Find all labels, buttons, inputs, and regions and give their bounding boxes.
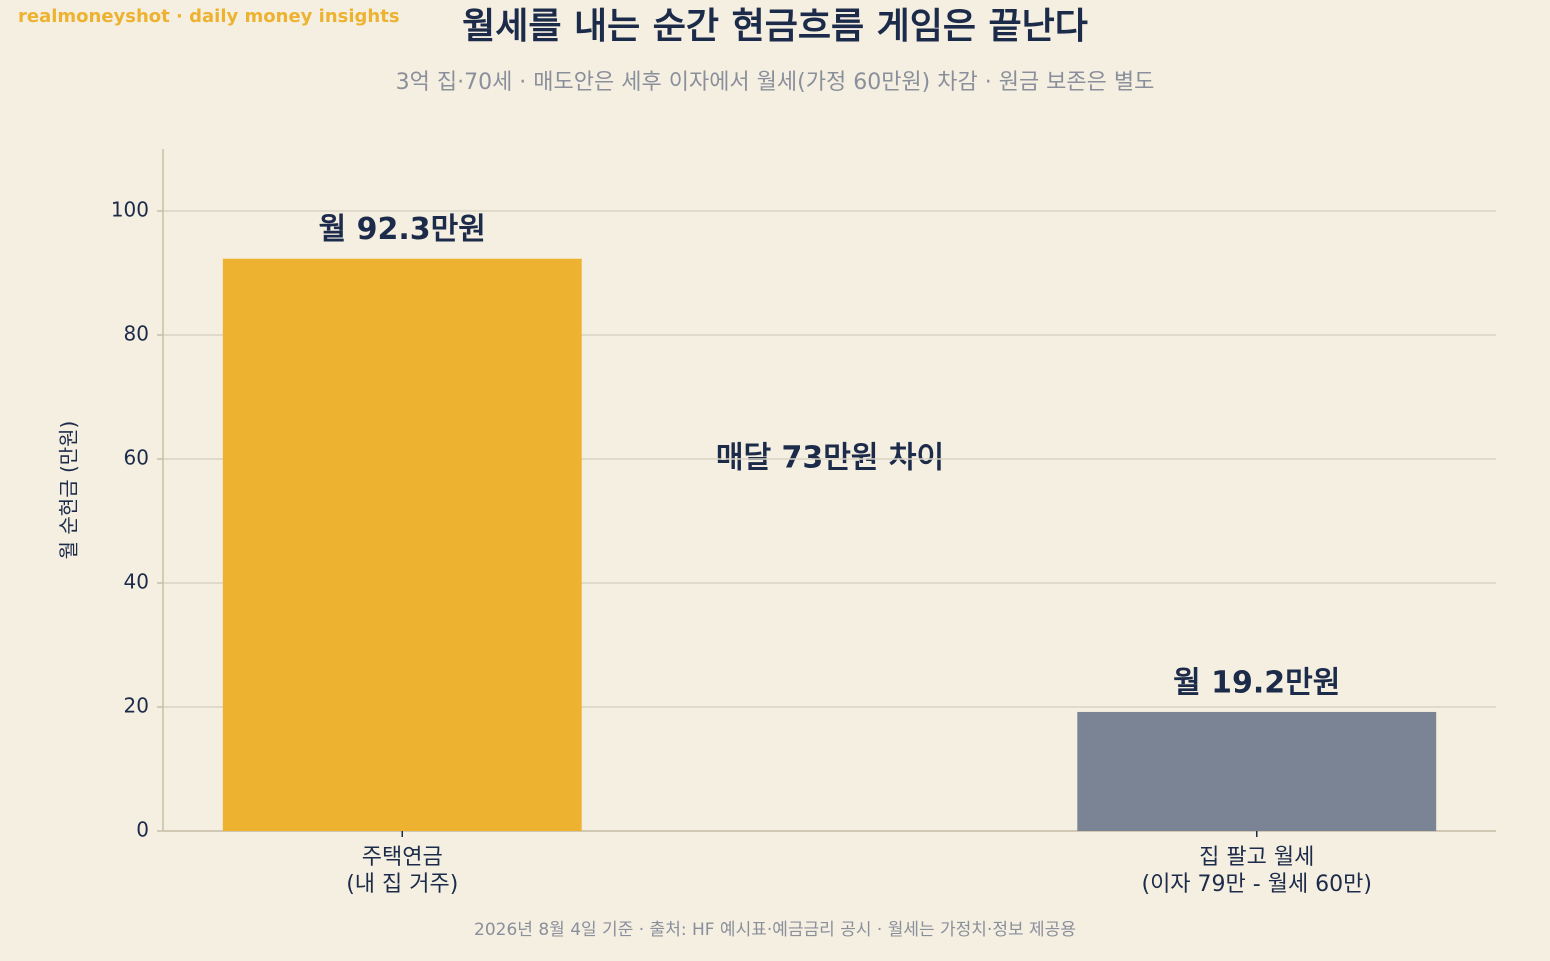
brand: realmoneyshot · daily money insights (18, 6, 400, 27)
y-tick-label: 20 (124, 694, 149, 718)
y-tick-label: 80 (124, 322, 149, 346)
y-tick-label: 40 (124, 570, 149, 594)
x-tick-label: 집 팔고 월세 (이자 79만 - 월세 60만) (1141, 845, 1372, 897)
footer: 2026년 8월 4일 기준 · 출처: HF 예시표·예금금리 공시 · 월세… (474, 920, 1076, 940)
value-label: 월 19.2만원 (1173, 665, 1340, 700)
y-axis-label: 월 순현금 (만원) (57, 421, 81, 560)
x-tick-label: 주택연금 (내 집 거주) (346, 845, 458, 897)
chart-subtitle: 3억 집·70세 · 매도안은 세후 이자에서 월세(가정 60만원) 차감 ·… (396, 70, 1155, 95)
annotation: 매달 73만원 차이 (716, 441, 944, 476)
value-label: 월 92.3만원 (319, 212, 486, 247)
y-tick-label: 100 (111, 198, 149, 222)
y-tick-label: 0 (136, 818, 149, 842)
y-tick-label: 60 (124, 446, 149, 470)
chart-title: 월세를 내는 순간 현금흐름 게임은 끝난다 (462, 6, 1088, 47)
bar (1077, 711, 1437, 831)
bar (222, 258, 582, 831)
